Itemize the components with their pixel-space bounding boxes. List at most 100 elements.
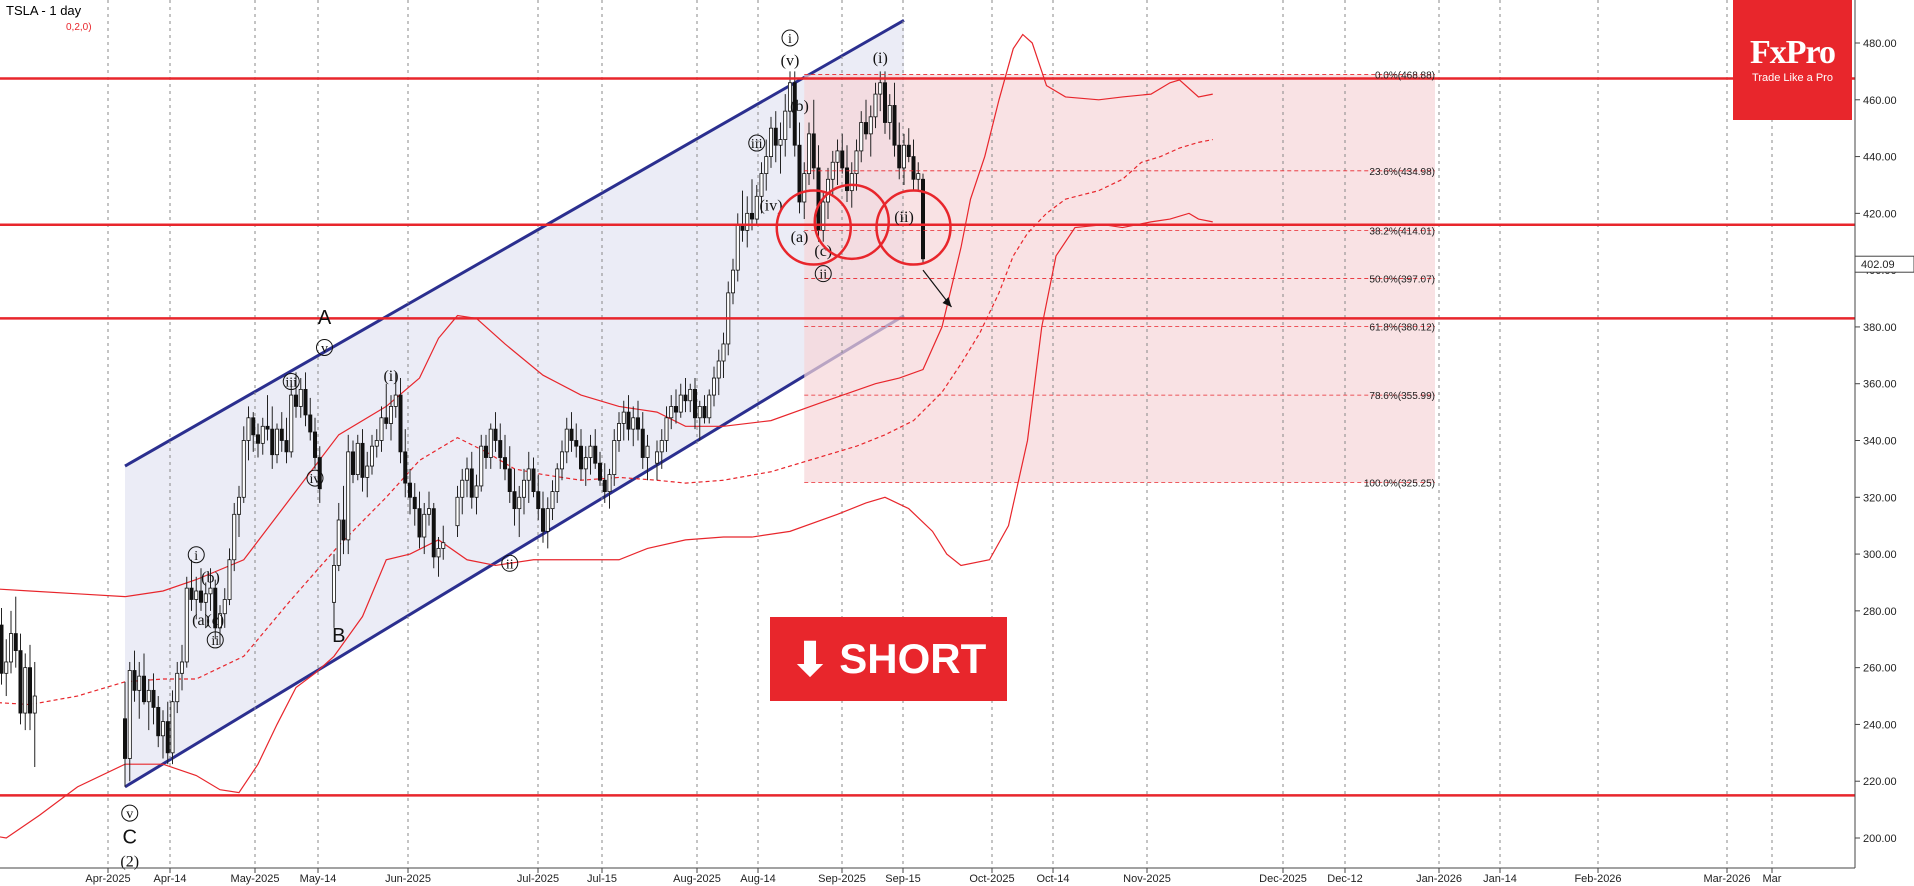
candle-body <box>640 428 645 458</box>
candle-body <box>688 388 693 402</box>
candle-body <box>156 706 161 737</box>
candle-body <box>127 670 132 759</box>
fxpro-logo: FxPro Trade Like a Pro <box>1733 0 1852 120</box>
candle-body <box>217 613 222 629</box>
candle-body <box>336 519 341 566</box>
wave-label: (iv) <box>759 198 782 215</box>
wave-label: (i) <box>873 50 888 67</box>
candle-body <box>697 406 702 419</box>
candle-body <box>398 394 403 453</box>
candle-body <box>222 599 227 615</box>
candle-body <box>588 445 593 458</box>
candle-body <box>379 417 384 441</box>
candle-body <box>407 482 412 498</box>
y-tick-label: 200.00 <box>1863 833 1897 845</box>
candle-body <box>864 122 869 135</box>
candle-body <box>265 425 270 430</box>
candle-body <box>365 465 370 478</box>
candle-body <box>422 513 427 538</box>
candle-body <box>431 508 436 558</box>
candle-body <box>208 587 213 595</box>
candle-body <box>388 406 393 424</box>
candle-body <box>735 224 740 271</box>
candle-body <box>674 406 679 413</box>
candle-body <box>165 721 170 754</box>
candle-body <box>892 105 897 146</box>
candle-body <box>251 417 256 436</box>
candle-body <box>203 593 208 603</box>
candle-body <box>137 675 142 691</box>
highlight-circles <box>775 183 952 266</box>
support-resistance-lines <box>0 77 1855 797</box>
candle-body <box>360 442 365 478</box>
candle-body <box>849 173 854 192</box>
candle-body <box>293 394 298 407</box>
candle-body <box>512 491 517 510</box>
last-price-label: 402.09 <box>1861 259 1895 271</box>
candle-body <box>346 451 351 541</box>
y-tick-label: 460.00 <box>1863 95 1897 107</box>
candle-body <box>270 428 275 456</box>
candle-body <box>840 150 845 169</box>
candle-body <box>8 633 13 663</box>
grid <box>107 0 1773 868</box>
candle-body <box>792 82 797 146</box>
wave-label: ii <box>506 557 514 572</box>
wave-circle <box>282 373 300 391</box>
y-tick-label: 420.00 <box>1863 208 1897 220</box>
candle-body <box>811 133 816 169</box>
y-tick-label: 280.00 <box>1863 606 1897 618</box>
x-tick-label: Apr-2025 <box>85 873 130 885</box>
candle-body <box>564 428 569 453</box>
x-tick-label: Jan-14 <box>1483 873 1517 885</box>
short-signal-badge: ⬇ SHORT <box>770 617 1007 701</box>
candle-body <box>545 508 550 532</box>
candle-body <box>778 139 783 146</box>
candle-body <box>821 201 826 231</box>
x-tick-label: Sep-2025 <box>818 873 866 885</box>
wave-label: (c) <box>814 243 832 260</box>
candle-body <box>198 590 203 603</box>
candle-body <box>868 116 873 135</box>
projection-arrow <box>922 269 952 308</box>
candle-body <box>227 559 232 600</box>
y-tick-label: 360.00 <box>1863 379 1897 391</box>
candle-body <box>878 82 883 95</box>
candle-body <box>194 590 199 600</box>
bollinger-lower <box>0 212 1213 839</box>
candle-body <box>469 468 474 498</box>
candle-body <box>236 496 241 515</box>
candle-body <box>27 667 32 714</box>
fibonacci-levels: 0.0%(468.88) 23.6%(434.98) 38.2%(414.01) 50… <box>804 71 1435 489</box>
y-tick-label: 300.00 <box>1863 549 1897 561</box>
wave-label: A <box>318 307 332 329</box>
candle-body <box>146 689 151 703</box>
candle-body <box>745 212 750 231</box>
wave-label: B <box>332 625 345 647</box>
candle-body <box>826 178 831 203</box>
candle-body <box>921 178 926 260</box>
candle-body <box>274 428 279 456</box>
candle-body <box>764 156 769 175</box>
candle-body <box>412 496 417 510</box>
x-tick-label: Aug-2025 <box>673 873 721 885</box>
candle-body <box>845 167 850 192</box>
wave-label: (a) <box>791 229 809 246</box>
candle-body <box>284 440 289 453</box>
candle-body <box>873 93 878 118</box>
down-arrow-icon: ⬇ <box>790 633 830 685</box>
candle-body <box>374 440 379 447</box>
x-tick-label: Jun-2025 <box>385 873 431 885</box>
candle-body <box>170 701 175 754</box>
candle-body <box>683 394 688 402</box>
x-tick-label: Jul-2025 <box>517 873 559 885</box>
candle-body <box>802 173 807 203</box>
candle-body <box>859 122 864 152</box>
x-tick-label: Sep-15 <box>885 873 920 885</box>
candles <box>0 71 926 787</box>
candle-body <box>754 195 759 220</box>
y-tick-label: 440.00 <box>1863 152 1897 164</box>
fib-label: 0.0%(468.88) <box>1375 71 1435 82</box>
